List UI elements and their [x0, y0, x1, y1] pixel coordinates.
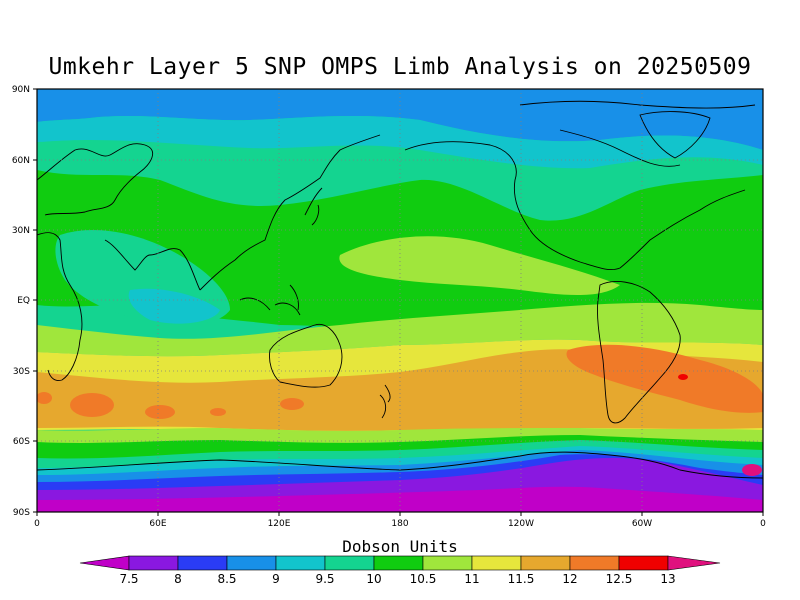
colorbar-tick-label: 9: [272, 572, 280, 586]
colorbar-segment: [226, 555, 277, 571]
lon-label: 120W: [508, 519, 534, 529]
colorbar-tick-label: 8.5: [217, 572, 236, 586]
colorbar-segment: [128, 555, 179, 571]
colorbar-tick-label: 11.5: [508, 572, 535, 586]
lat-label: 30N: [12, 226, 30, 236]
colorbar: 7.5 8 8.5 9 9.5 10 10.5 11 11.5 12 12.5 13: [79, 555, 721, 586]
lat-label: EQ: [17, 296, 30, 306]
lon-label: 180: [391, 519, 408, 529]
colorbar-segment: [520, 555, 571, 571]
colorbar-tick-label: 8: [174, 572, 182, 586]
colorbar-segment: [471, 555, 522, 571]
colorbar-segment: [177, 555, 228, 571]
colorbar-tick-label: 12.5: [606, 572, 633, 586]
coastlines: [37, 100, 763, 479]
map-title: Umkehr Layer 5 SNP OMPS Limb Analysis on…: [48, 54, 752, 80]
latitude-labels: 90N 60N 30N EQ 30S 60S 90S: [12, 85, 30, 518]
colorbar-tick-label: 10: [366, 572, 381, 586]
lat-label: 60S: [13, 437, 30, 447]
colorbar-tick-label: 11: [464, 572, 479, 586]
colorbar-arrow-high: [667, 555, 721, 571]
colorbar-segment: [569, 555, 620, 571]
lon-label: 120E: [268, 519, 291, 529]
colorbar-segment: [373, 555, 424, 571]
longitude-labels: 0 60E 120E 180 120W 60W 0: [34, 519, 766, 529]
colorbar-tick-label: 10.5: [410, 572, 437, 586]
lon-label: 60E: [149, 519, 166, 529]
colorbar-tick-label: 7.5: [119, 572, 138, 586]
lat-label: 90N: [12, 85, 30, 95]
lon-label: 0: [34, 519, 40, 529]
colorbar-segment: [618, 555, 669, 571]
colorbar-tick-label: 13: [660, 572, 675, 586]
lat-label: 30S: [13, 367, 30, 377]
ozone-field: [37, 89, 763, 512]
colorbar-segment: [275, 555, 326, 571]
colorbar-arrow-low: [79, 555, 130, 571]
graticule: [37, 89, 763, 512]
colorbar-tick-label: 12: [562, 572, 577, 586]
lon-label: 60W: [632, 519, 652, 529]
colorbar-tick-label: 9.5: [315, 572, 334, 586]
lat-label: 60N: [12, 156, 30, 166]
colorbar-segment: [422, 555, 473, 571]
colorbar-title: Dobson Units: [342, 537, 458, 556]
lon-label: 0: [760, 519, 766, 529]
lat-label: 90S: [13, 508, 30, 518]
colorbar-segment: [324, 555, 375, 571]
